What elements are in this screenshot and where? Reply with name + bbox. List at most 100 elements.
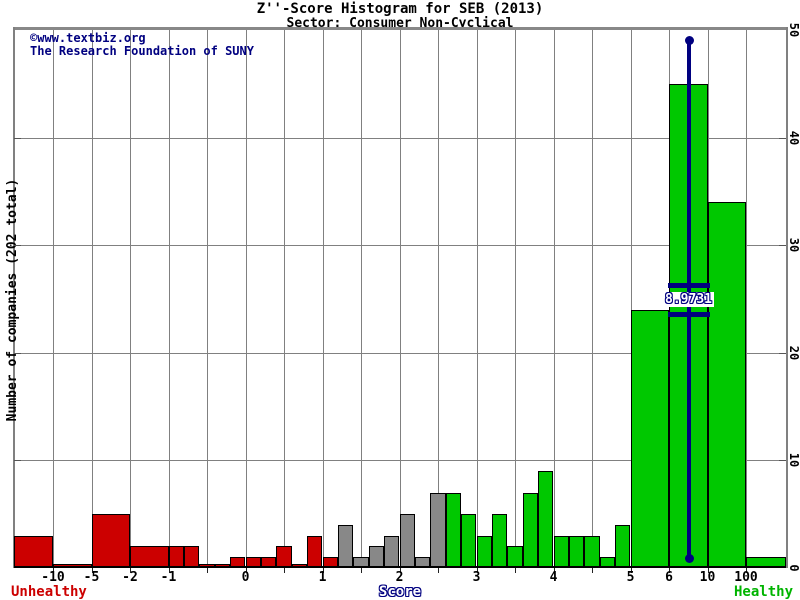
histogram-bar — [538, 471, 554, 568]
v-gridline — [553, 30, 555, 566]
v-gridline — [284, 30, 285, 566]
x-tick-mark — [476, 568, 478, 573]
y-tick-mark-left — [14, 460, 21, 462]
x-tick-label: -5 — [83, 570, 100, 585]
histogram-bar — [445, 493, 462, 568]
v-gridline — [630, 30, 632, 566]
x-tick-mark — [553, 568, 555, 573]
watermark-line1: ©www.textbiz.org — [30, 31, 146, 45]
x-tick-mark — [592, 568, 593, 573]
marker-crossbar-lower — [668, 312, 711, 317]
x-tick-label: 100 — [734, 570, 758, 585]
v-gridline — [245, 30, 247, 566]
x-tick-label: -2 — [122, 570, 138, 585]
marker-dot-bottom — [684, 553, 694, 563]
histogram-bar — [430, 493, 446, 568]
y-tick-mark-left — [14, 137, 21, 139]
x-tick-mark — [707, 568, 709, 573]
histogram-bar — [630, 310, 669, 568]
v-gridline — [476, 30, 478, 566]
x-tick-mark — [630, 568, 632, 573]
histogram-bar — [276, 546, 292, 568]
x-tick-mark — [361, 568, 362, 573]
y-axis-title: Number of companies (202 total) — [5, 178, 20, 422]
marker-dot-top — [684, 35, 694, 45]
x-tick-label: 5 — [626, 570, 635, 585]
x-tick-mark — [284, 568, 285, 573]
y-tick-label: 40 — [787, 130, 800, 145]
histogram-bar — [507, 546, 523, 568]
histogram-bar — [568, 536, 585, 568]
watermark: ©www.textbiz.org The Research Foundation… — [30, 32, 254, 58]
marker-crossbar-upper — [668, 283, 711, 288]
v-gridline — [592, 30, 593, 566]
plot-border-right — [786, 27, 788, 568]
v-gridline — [399, 30, 401, 566]
x-tick-label: -10 — [41, 570, 65, 585]
x-tick-mark — [399, 568, 401, 573]
y-tick-mark-left — [14, 352, 21, 354]
histogram-bar — [368, 546, 385, 568]
histogram-bar — [399, 514, 415, 568]
x-tick-mark — [207, 568, 208, 573]
y-tick-label: 0 — [787, 564, 800, 572]
histogram-bar — [553, 536, 569, 568]
histogram-bar — [168, 546, 184, 568]
histogram-bar — [183, 546, 200, 568]
v-gridline — [91, 30, 93, 566]
watermark-line2: The Research Foundation of SUNY — [30, 44, 254, 58]
v-gridline — [438, 30, 439, 566]
plot-border-top — [13, 27, 788, 30]
y-tick-mark-right — [779, 137, 786, 139]
histogram-bar — [337, 525, 354, 568]
healthy-label: Healthy — [734, 584, 794, 600]
x-axis-title-score: Score — [378, 584, 422, 600]
x-tick-mark — [168, 568, 170, 573]
v-gridline — [322, 30, 324, 566]
histogram-bar — [522, 493, 539, 568]
histogram-bar — [14, 536, 53, 568]
marker-value-label: 8.9731 — [663, 292, 714, 307]
plot-area: ©www.textbiz.org The Research Foundation… — [14, 30, 786, 573]
x-axis-line — [14, 566, 786, 568]
histogram-bar — [615, 525, 631, 568]
v-gridline — [168, 30, 170, 566]
v-gridline — [515, 30, 516, 566]
x-tick-mark — [130, 568, 131, 573]
x-tick-label: 3 — [472, 570, 481, 585]
y-tick-label: 20 — [787, 345, 800, 361]
histogram-bar — [476, 536, 492, 568]
histogram-bar — [491, 514, 508, 568]
y-tick-label: 30 — [787, 237, 800, 253]
x-tick-mark — [91, 568, 93, 573]
histogram-bar — [384, 536, 400, 568]
histogram-bar — [707, 202, 746, 568]
x-tick-mark — [515, 568, 516, 573]
x-tick-label: 10 — [699, 570, 716, 585]
histogram-bar — [91, 514, 130, 568]
histogram-bar — [307, 536, 323, 568]
y-tick-label: 50 — [787, 22, 800, 38]
x-tick-mark — [322, 568, 324, 573]
x-tick-mark — [669, 568, 670, 573]
y-tick-label: 10 — [787, 453, 800, 468]
histogram-bar — [584, 536, 600, 568]
plot-border-left — [13, 27, 15, 568]
x-tick-label: 0 — [241, 570, 250, 585]
v-gridline — [53, 30, 54, 566]
x-tick-label: 1 — [318, 570, 327, 585]
v-gridline — [746, 30, 747, 566]
x-tick-label: 6 — [665, 570, 673, 585]
chart-title: Z''-Score Histogram for SEB (2013) — [256, 1, 544, 17]
x-tick-label: -1 — [160, 570, 177, 585]
y-tick-mark-right — [779, 352, 786, 354]
x-tick-mark — [746, 568, 747, 573]
v-gridline — [130, 30, 131, 566]
x-tick-mark — [245, 568, 247, 573]
y-tick-mark-right — [779, 460, 786, 462]
histogram-bar — [461, 514, 477, 568]
y-tick-mark-left — [14, 245, 21, 247]
v-gridline — [361, 30, 362, 566]
x-tick-label: 4 — [549, 570, 558, 585]
